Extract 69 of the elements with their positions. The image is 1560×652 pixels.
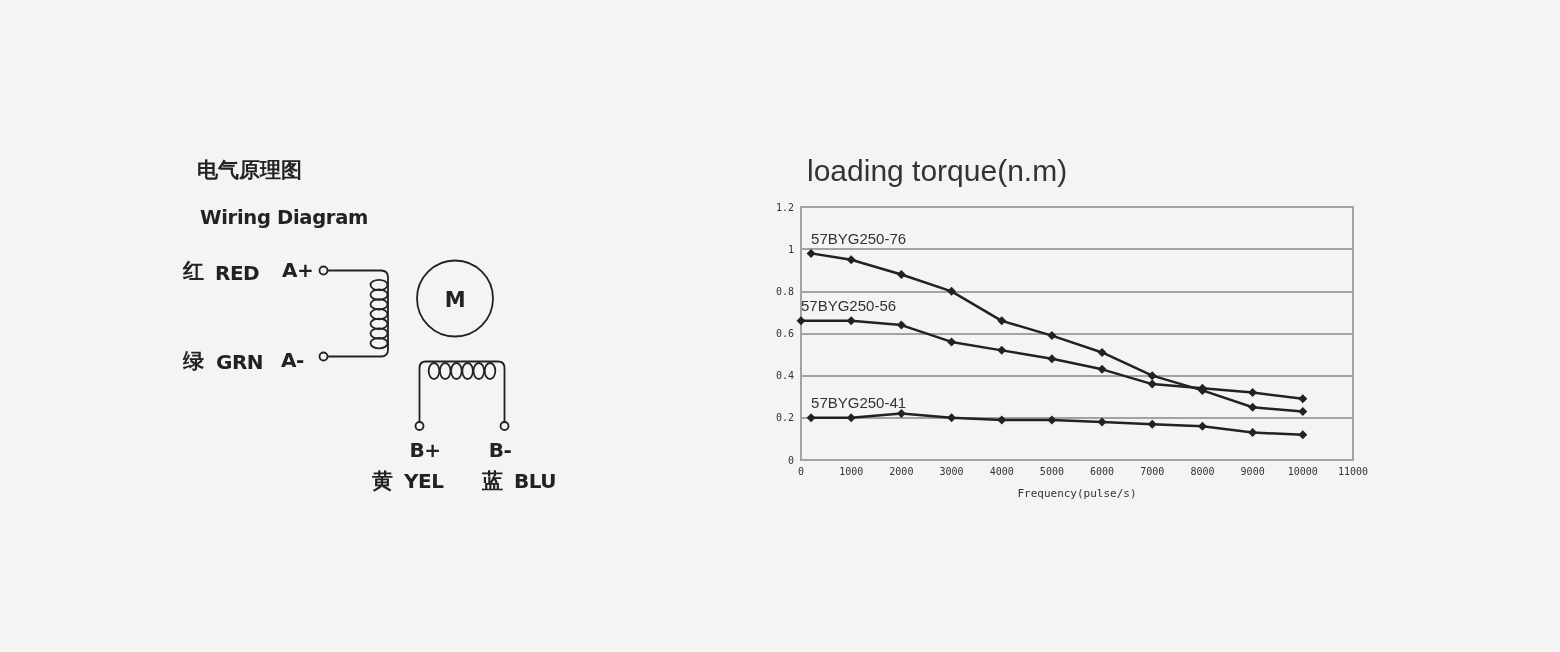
- point: [1147, 419, 1157, 429]
- point: [1248, 402, 1258, 412]
- point: [1047, 415, 1057, 425]
- y-tick-label: 0.6: [775, 328, 794, 339]
- text: 黄: [371, 469, 393, 493]
- point: [846, 316, 856, 326]
- y-tick-label: 1.2: [775, 201, 794, 213]
- text: 绿: [182, 349, 205, 373]
- point: [997, 316, 1007, 326]
- series-label: 57BYG250-76: [811, 229, 907, 247]
- text: M: [444, 288, 466, 312]
- point: [1248, 428, 1258, 438]
- x-tick-label: 2000: [889, 465, 914, 477]
- point: [896, 320, 906, 330]
- point: [1047, 331, 1057, 341]
- x-tick-label: 4000: [989, 465, 1014, 477]
- point: [896, 409, 906, 419]
- point: [806, 248, 816, 258]
- point: [947, 286, 957, 296]
- text: 蓝: [481, 469, 503, 493]
- point: [896, 269, 906, 279]
- point: [1197, 421, 1207, 431]
- point: [1047, 354, 1057, 364]
- y-tick-label: 0.2: [775, 412, 794, 424]
- text: Wiring Diagram: [200, 205, 369, 229]
- point: [846, 255, 856, 265]
- text: YEL: [403, 469, 445, 493]
- point: [1298, 394, 1308, 404]
- series-label: 57BYG250-41: [811, 394, 907, 412]
- text: B+: [409, 438, 441, 462]
- text: A-: [281, 348, 304, 372]
- text: BLU: [514, 469, 557, 493]
- x-tick-label: 6000: [1090, 465, 1115, 477]
- point: [1298, 407, 1308, 417]
- point: [1248, 388, 1258, 398]
- point: [1147, 371, 1157, 381]
- point: [997, 345, 1007, 355]
- y-tick-label: 0.4: [775, 370, 794, 382]
- text: RED: [215, 261, 260, 285]
- y-tick-label: 0.8: [775, 285, 794, 297]
- y-tick-label: 1: [787, 243, 794, 255]
- point: [947, 413, 957, 423]
- x-tick-label: 11000: [1337, 465, 1369, 477]
- point: [796, 316, 806, 326]
- text: GRN: [216, 350, 264, 374]
- text: B-: [488, 438, 512, 462]
- point: [806, 413, 816, 423]
- series-label: 57BYG250-56: [801, 297, 897, 315]
- chart-title: loading torque(n.m): [807, 153, 1068, 187]
- text: 红: [182, 259, 204, 283]
- point: [1147, 379, 1157, 389]
- x-tick-label: 9000: [1240, 465, 1265, 477]
- point: [1097, 417, 1107, 427]
- x-axis-title: Frequency(pulse/s): [1017, 487, 1137, 500]
- x-tick-label: 1000: [839, 465, 864, 477]
- point: [846, 413, 856, 423]
- text: A+: [282, 258, 314, 282]
- point: [1097, 364, 1107, 374]
- x-tick-label: 5000: [1039, 465, 1064, 477]
- point: [1298, 430, 1308, 440]
- point: [947, 337, 957, 347]
- x-tick-label: 8000: [1190, 465, 1215, 477]
- text: 电气原理图: [197, 158, 302, 182]
- x-tick-label: 10000: [1287, 465, 1318, 477]
- y-tick-label: 0: [787, 454, 794, 466]
- point: [1097, 347, 1107, 357]
- x-tick-label: 7000: [1140, 465, 1165, 477]
- x-tick-label: 0: [797, 465, 805, 477]
- x-tick-label: 3000: [939, 465, 964, 477]
